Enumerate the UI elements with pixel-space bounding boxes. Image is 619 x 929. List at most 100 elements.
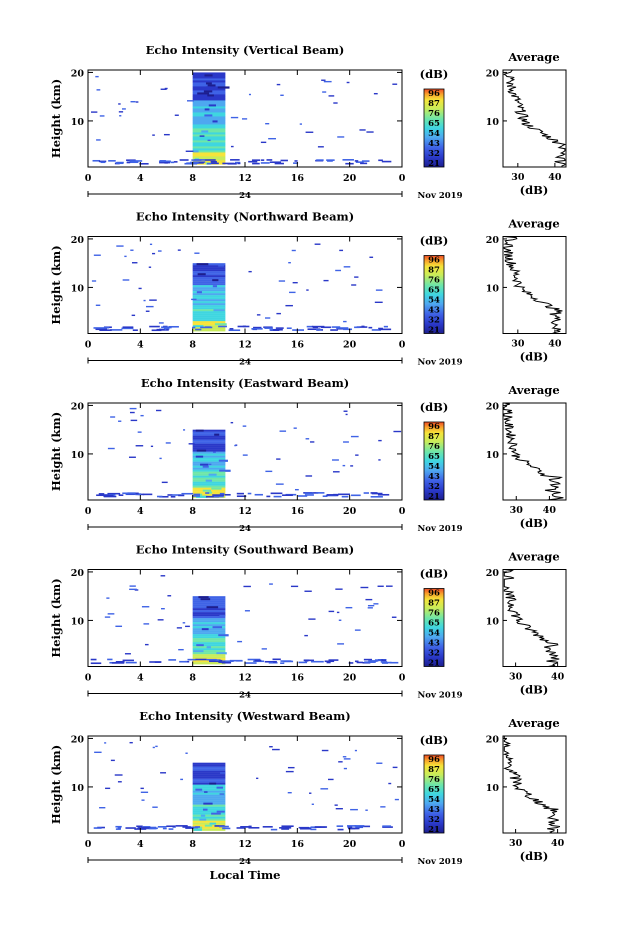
colorbar-unit: (dB) <box>420 67 449 81</box>
heatmap-cell <box>192 327 226 330</box>
heatmap-cell <box>197 92 210 95</box>
heatmap-cell <box>192 485 226 488</box>
colorbar-tick-label: 87 <box>428 432 440 442</box>
heatmap-cell <box>168 828 174 830</box>
heatmap-cell <box>336 611 340 614</box>
heatmap-cell <box>200 814 206 817</box>
heatmap-cell <box>192 610 226 613</box>
heatmap-cell <box>185 660 190 663</box>
heatmap-cell <box>193 162 204 164</box>
heatmap-cell <box>192 816 226 819</box>
profile-x-label: (dB) <box>520 849 549 863</box>
heatmap-cell <box>218 634 229 637</box>
heatmap-cell <box>115 825 122 828</box>
heatmap-cell <box>345 413 348 416</box>
heatmap-cell <box>192 146 226 149</box>
heatmap-cell <box>128 456 136 458</box>
heatmap-cell <box>265 122 270 125</box>
x-tick-label: 0 <box>85 340 92 351</box>
x-axis-label: Local Time <box>210 868 281 882</box>
heatmap-cell <box>321 79 326 81</box>
heatmap-cell <box>266 159 273 161</box>
heatmap-cell <box>374 301 383 304</box>
heatmap-cell <box>177 249 181 251</box>
heatmap-cell <box>315 328 322 331</box>
heatmap-cell <box>192 790 226 793</box>
heatmap-cell <box>338 761 343 763</box>
profile-y-tick-label: 20 <box>486 568 500 579</box>
x-tick-label: 12 <box>238 506 251 517</box>
heatmap-cell <box>383 661 392 664</box>
colorbar-unit: (dB) <box>420 400 449 414</box>
heatmap-cell <box>201 628 209 631</box>
colorbar-tick-label: 76 <box>428 276 440 286</box>
heatmap-cell <box>192 156 226 159</box>
heatmap-cell <box>192 273 226 276</box>
heatmap-cell <box>93 254 101 256</box>
profile-tick-label: 30 <box>511 339 525 350</box>
colorbar-unit: (dB) <box>420 234 449 248</box>
colorbar <box>423 421 445 501</box>
panel-title: Echo Intensity (Eastward Beam) <box>141 376 349 390</box>
heatmap-cell <box>192 632 226 635</box>
heatmap-cell <box>334 804 338 806</box>
heatmap-cell <box>192 806 226 809</box>
heatmap-cell <box>269 746 273 748</box>
heatmap-cell <box>192 126 226 129</box>
heatmap-cell <box>149 325 160 328</box>
heatmap-cell <box>350 435 359 438</box>
heatmap-cell <box>174 114 179 116</box>
heatmap-cell <box>192 455 226 458</box>
colorbar <box>423 754 445 834</box>
x-tick-label: 0 <box>399 506 406 517</box>
heatmap-cell <box>193 150 199 153</box>
heatmap-cell <box>99 329 112 331</box>
heatmap-cell <box>192 275 226 278</box>
heatmap-cell <box>186 100 194 102</box>
heatmap-cell <box>291 249 296 252</box>
heatmap-cell <box>214 323 227 326</box>
heatmap-cell <box>170 161 175 164</box>
heatmap-cell <box>204 114 213 117</box>
heatmap-cell <box>192 329 226 332</box>
heatmap-cell <box>179 660 188 663</box>
heatmap-cell <box>379 328 392 331</box>
heatmap-cell <box>234 444 237 447</box>
heatmap-cell <box>391 616 397 618</box>
heatmap-cell <box>343 328 353 331</box>
heatmap-cell <box>298 661 308 664</box>
heatmap-cell <box>266 495 271 498</box>
heatmap-cell <box>192 307 226 310</box>
y-axis-label: Height (km) <box>49 745 63 824</box>
heatmap-cell <box>311 325 325 328</box>
heatmap-cell <box>212 626 223 629</box>
heatmap-cell <box>192 477 226 480</box>
colorbar-tick-label: 21 <box>428 326 440 336</box>
heatmap-cell <box>195 658 207 661</box>
profile-y-tick-label: 20 <box>486 401 500 412</box>
heatmap-cell <box>322 91 327 93</box>
profile-tick-label: 40 <box>548 172 562 183</box>
heatmap-cell <box>192 628 226 631</box>
heatmap-cell <box>192 495 201 497</box>
heatmap-cell <box>331 459 339 461</box>
heatmap-cell <box>279 430 287 432</box>
profile-line <box>503 236 563 334</box>
heatmap-cell <box>192 120 226 123</box>
heatmap-cell <box>355 826 364 829</box>
heatmap-cell <box>196 644 204 647</box>
heatmap-cell <box>116 161 124 164</box>
x-tick-label: 4 <box>137 839 144 850</box>
heatmap-cell <box>192 800 226 803</box>
heatmap-cell <box>293 427 297 429</box>
heatmap-cell <box>380 806 386 808</box>
heatmap-cells <box>93 741 399 831</box>
y-axis-label: Height (km) <box>49 412 63 491</box>
heatmap-cell <box>178 494 185 497</box>
heatmap-cell <box>222 827 231 830</box>
heatmap-cell <box>375 289 383 291</box>
heatmap-cell <box>282 494 293 497</box>
heatmap-cell <box>224 493 231 496</box>
heatmap-cell <box>265 317 271 319</box>
heatmap-cell <box>192 469 226 472</box>
